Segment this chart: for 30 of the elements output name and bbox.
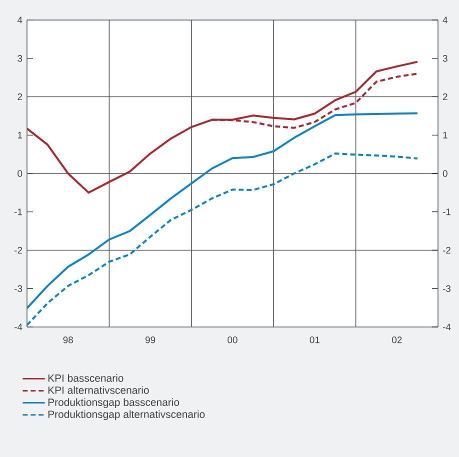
y-tick-label: -3 [442, 285, 451, 292]
y-tick-label: 2 [442, 93, 448, 100]
legend-label: Produktionsgap alternativscenario [48, 410, 205, 420]
x-tick-label: 02 [392, 336, 402, 344]
y2-tick-label: 4 [17, 16, 22, 24]
line-series [27, 112, 418, 310]
x-tick-label: 01 [310, 336, 320, 344]
line-series [27, 60, 418, 194]
y-tick-label: -2 [442, 246, 450, 254]
y2-tick-label: 0 [18, 170, 22, 177]
y2-tick-label: -2 [14, 246, 22, 254]
y2-tick-label: -1 [14, 208, 22, 216]
y-tick-label: -1 [442, 208, 450, 216]
x-tick-label: 99 [145, 336, 156, 344]
y2-tick-label: -4 [14, 324, 22, 330]
y2-tick-label: 3 [18, 55, 22, 62]
y-tick-label: -4 [442, 324, 451, 330]
x-tick-label: 00 [228, 336, 238, 344]
y-tick-label: 3 [442, 55, 448, 62]
legend-label: KPI basscenario [48, 374, 124, 382]
y2-tick-label: 2 [18, 93, 22, 100]
y-tick-label: 0 [442, 170, 448, 177]
legend-label: Produktionsgap basscenario [48, 398, 180, 408]
y2-tick-label: -3 [14, 285, 22, 292]
y-tick-label: 1 [443, 132, 448, 138]
legend-label: KPI alternativscenario [48, 386, 149, 394]
y2-tick-label: 1 [18, 132, 22, 138]
y-tick-label: 4 [442, 16, 448, 24]
line-series [27, 152, 418, 326]
x-tick-label: 98 [63, 336, 73, 344]
